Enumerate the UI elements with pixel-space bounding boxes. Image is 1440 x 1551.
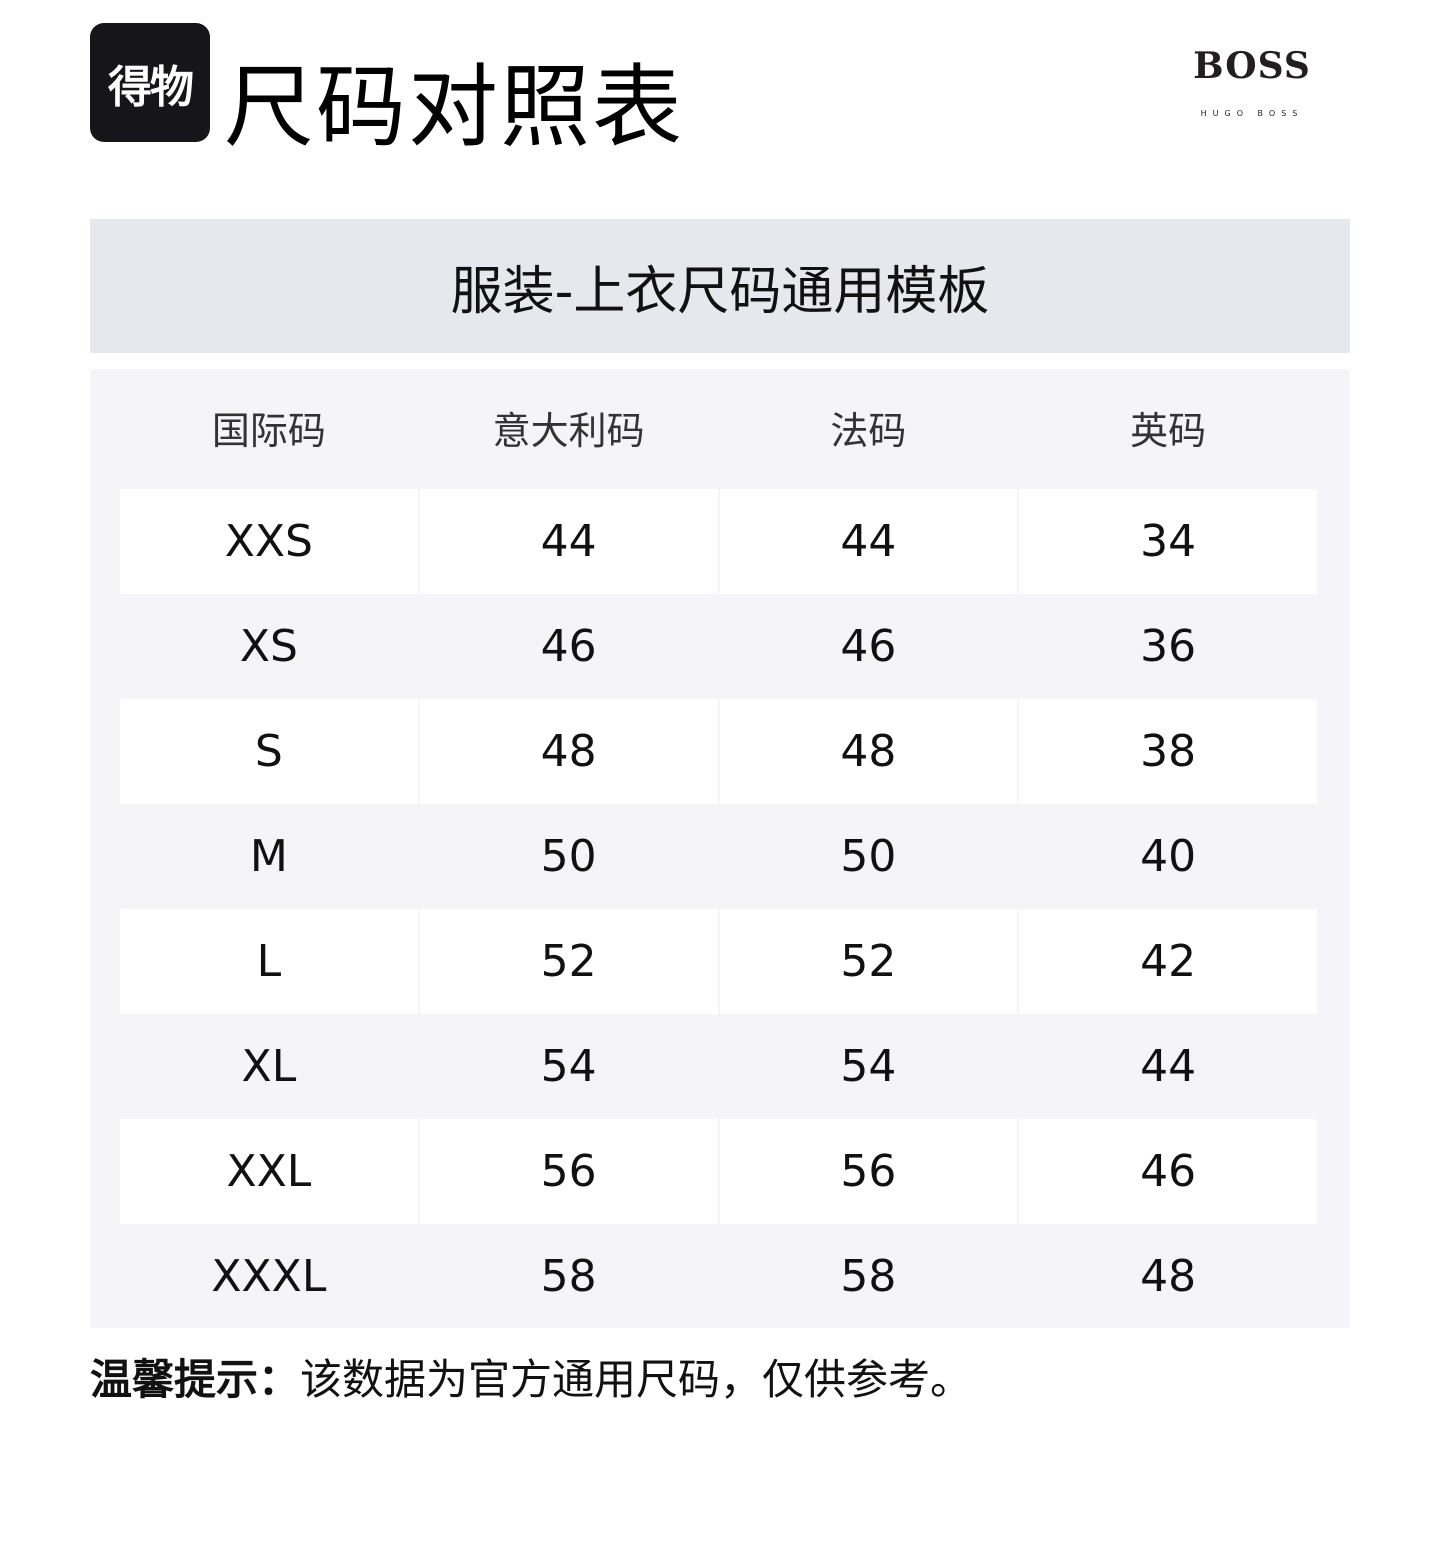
cell-uk: 42: [1019, 909, 1317, 1014]
cell-international: L: [120, 909, 418, 1014]
page-title: 尺码对照表: [224, 55, 684, 160]
logo-text: 得物: [108, 61, 194, 113]
brand-subname: HUGO BOSS: [1200, 109, 1304, 118]
cell-international: XXXL: [211, 1251, 327, 1302]
header-international: 国际码: [211, 409, 326, 453]
table-row: XS 46 46 36: [120, 594, 1317, 699]
cell-international: M: [249, 831, 288, 882]
cell-italy: 44: [419, 489, 718, 594]
boss-logo: BOSS HUGO BOSS: [1180, 44, 1324, 136]
table-row: XXXL 58 58 48: [120, 1224, 1317, 1329]
cell-france: 50: [840, 831, 897, 882]
cell-international: XXS: [120, 489, 418, 594]
cell-international: XS: [239, 621, 298, 672]
cell-france: 52: [719, 909, 1018, 1014]
dewu-logo: 得物: [90, 23, 210, 142]
header-france: 法码: [830, 409, 907, 453]
cell-france: 46: [840, 621, 897, 672]
cell-italy: 56: [419, 1119, 718, 1224]
cell-international: S: [120, 699, 418, 804]
table-row: XL 54 54 44: [120, 1014, 1317, 1119]
cell-uk: 46: [1019, 1119, 1317, 1224]
header-italy: 意大利码: [492, 409, 645, 453]
table-row: XXL 56 56 46: [120, 1119, 1317, 1224]
table-row: L 52 52 42: [120, 909, 1317, 1014]
cell-international: XL: [241, 1041, 297, 1092]
size-table: 国际码 意大利码 法码 英码 XXS 44 44 34 XS 46 46 36 S 48 48 38 M…: [90, 369, 1350, 1328]
cell-uk: 44: [1140, 1041, 1197, 1092]
table-row: M 50 50 40: [120, 804, 1317, 909]
cell-italy: 48: [419, 699, 718, 804]
cell-uk: 38: [1019, 699, 1317, 804]
cell-italy: 46: [540, 621, 597, 672]
cell-france: 44: [719, 489, 1018, 594]
cell-italy: 52: [419, 909, 718, 1014]
cell-france: 48: [719, 699, 1018, 804]
table-row: S 48 48 38: [120, 699, 1317, 804]
cell-uk: 36: [1140, 621, 1197, 672]
cell-italy: 58: [540, 1251, 597, 1302]
tip-text: 该数据为官方通用尺码，仅供参考。: [300, 1355, 973, 1404]
table-row: XXS 44 44 34: [120, 489, 1317, 594]
cell-france: 58: [840, 1251, 897, 1302]
cell-international: XXL: [120, 1119, 418, 1224]
cell-italy: 50: [540, 831, 597, 882]
table-subtitle: 服装-上衣尺码通用模板: [90, 219, 1350, 353]
cell-uk: 48: [1140, 1251, 1197, 1302]
cell-italy: 54: [540, 1041, 597, 1092]
tip-note: 温馨提示：该数据为官方通用尺码，仅供参考。: [90, 1350, 972, 1410]
cell-uk: 34: [1019, 489, 1317, 594]
cell-france: 54: [840, 1041, 897, 1092]
cell-uk: 40: [1140, 831, 1197, 882]
table-header-row: 国际码 意大利码 法码 英码: [120, 375, 1317, 480]
header-uk: 英码: [1130, 409, 1207, 453]
tip-label: 温馨提示：: [90, 1355, 301, 1404]
brand-name: BOSS: [1193, 45, 1311, 87]
cell-france: 56: [719, 1119, 1018, 1224]
